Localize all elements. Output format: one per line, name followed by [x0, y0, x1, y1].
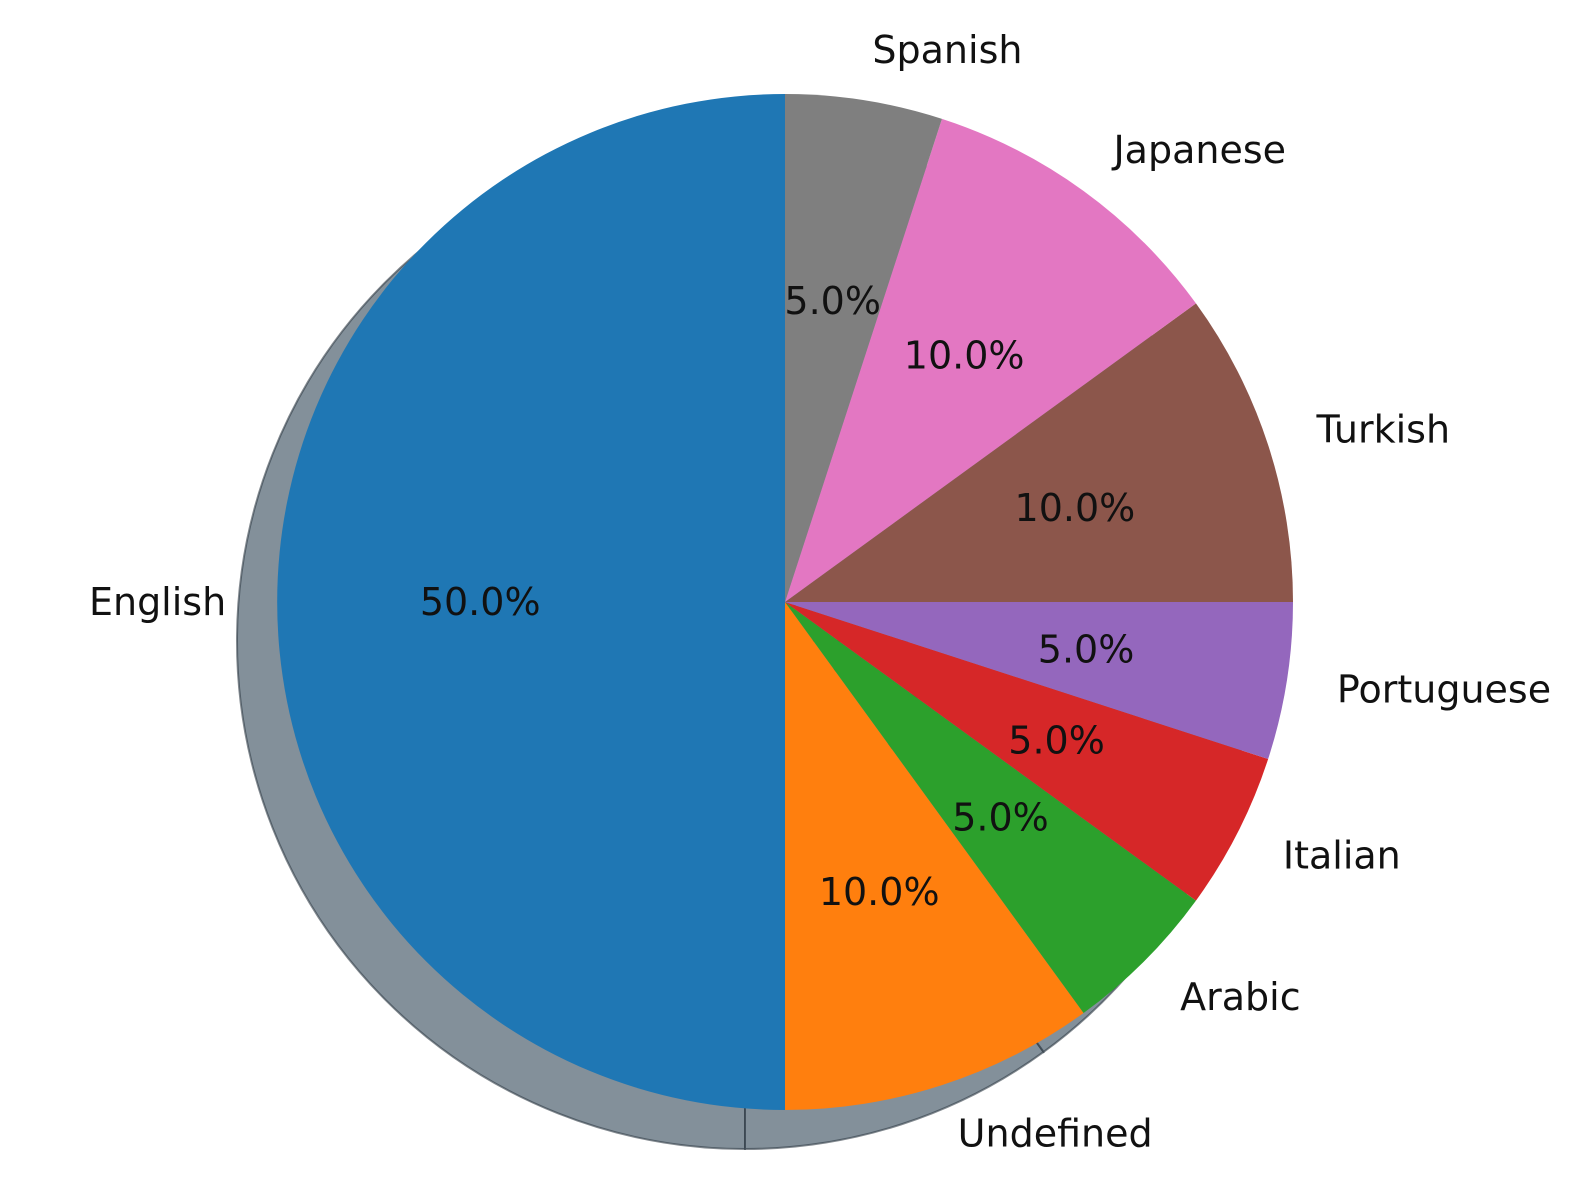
slice-italian: [785, 602, 1269, 901]
category-label-japanese: Japanese: [1111, 128, 1286, 172]
category-label-spanish: Spanish: [872, 28, 1022, 72]
category-label-arabic: Arabic: [1180, 975, 1300, 1019]
pct-label-spanish: 5.0%: [784, 279, 881, 323]
pct-label-portuguese: 5.0%: [1038, 628, 1135, 672]
category-label-portuguese: Portuguese: [1337, 667, 1551, 711]
slice-english: [277, 94, 785, 1110]
pct-label-arabic: 5.0%: [952, 796, 1049, 840]
slice-japanese: [785, 118, 1196, 603]
pct-label-italian: 5.0%: [1008, 718, 1105, 762]
category-label-english: English: [89, 580, 226, 624]
pie-slices: [277, 94, 1293, 1110]
slice-undefined: [785, 602, 1084, 1110]
pct-label-turkish: 10.0%: [1015, 486, 1136, 530]
percentage-labels: 50.0% 10.0% 5.0% 5.0% 5.0% 10.0% 10.0% 5.0%: [420, 279, 1135, 914]
category-label-undefined: Undefined: [958, 1111, 1153, 1155]
pct-label-japanese: 10.0%: [904, 333, 1025, 377]
category-label-turkish: Turkish: [1315, 407, 1450, 451]
category-label-italian: Italian: [1283, 834, 1401, 878]
slice-spanish: [785, 94, 942, 602]
category-labels: English Undefined Arabic Italian Portuguese T…: [89, 28, 1551, 1155]
slice-portuguese: [785, 602, 1293, 759]
pct-label-english: 50.0%: [420, 580, 541, 624]
slice-arabic: [785, 602, 1196, 1013]
slice-turkish: [785, 303, 1293, 602]
pct-label-undefined: 10.0%: [819, 870, 940, 914]
